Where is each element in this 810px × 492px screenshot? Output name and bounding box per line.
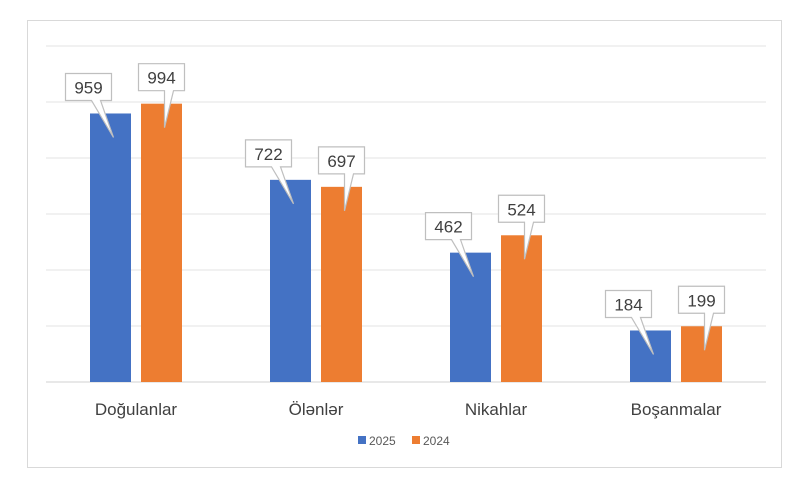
callout-box [497, 194, 546, 260]
data-label: 199 [687, 291, 715, 310]
data-label-callout: 184 [604, 289, 655, 355]
chart-frame [27, 20, 782, 468]
bar-2025 [630, 330, 671, 382]
bar-2024 [141, 103, 182, 383]
callout-box [137, 63, 186, 128]
bar-2025 [90, 113, 131, 382]
callout-box [317, 146, 366, 211]
data-label: 184 [614, 295, 642, 314]
legend-swatch-2024 [412, 436, 420, 444]
data-label-callout: 722 [244, 139, 295, 205]
bar-2024 [321, 186, 362, 382]
data-label-callout: 199 [677, 285, 726, 351]
bar-2025 [450, 252, 491, 382]
legend-swatch-2025 [358, 436, 366, 444]
callout-box [604, 289, 655, 355]
data-label-callout: 697 [317, 146, 366, 211]
legend-label: 2024 [423, 434, 450, 448]
data-label-callout: 462 [424, 212, 475, 277]
legend-label: 2025 [369, 434, 396, 448]
callout-box [424, 212, 475, 277]
data-label: 462 [434, 218, 462, 237]
category-label: Nikahlar [465, 400, 528, 419]
data-label: 524 [507, 200, 535, 219]
callout-box [244, 139, 295, 205]
data-label-callout: 959 [64, 72, 115, 138]
category-label: Doğulanlar [95, 400, 178, 419]
category-label: Boşanmalar [631, 400, 722, 419]
data-label: 697 [327, 152, 355, 171]
data-label-callout: 994 [137, 63, 186, 128]
callout-box [677, 285, 726, 351]
data-label: 994 [147, 69, 175, 88]
bar-2024 [501, 235, 542, 382]
bar-2024 [681, 326, 722, 382]
category-label: Ölənlər [289, 400, 344, 419]
callout-box [64, 72, 115, 138]
bar-2025 [270, 179, 311, 382]
data-label-callout: 524 [497, 194, 546, 260]
data-label: 959 [74, 78, 102, 97]
data-label: 722 [254, 145, 282, 164]
